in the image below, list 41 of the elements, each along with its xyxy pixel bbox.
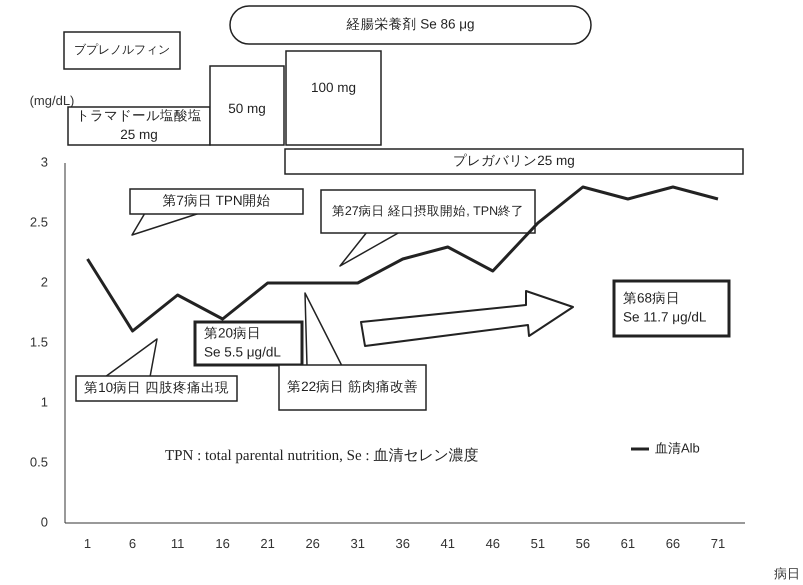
y-tick-label: 3: [40, 154, 48, 170]
x-tick-label: 66: [666, 536, 680, 551]
text-box: プレガバリン25 mg: [284, 148, 744, 175]
x-tick-label: 71: [710, 536, 726, 551]
annotation: 第68病日 Se 11.7 μg/dL: [623, 290, 707, 325]
x-tick-label: 11: [170, 536, 184, 551]
y-tick-label: 1.5: [30, 334, 48, 350]
annotation: 第22病日 筋肉痛改善: [287, 378, 418, 394]
text-box: 経腸栄養剤 Se 86 μg: [229, 5, 592, 45]
annotation: 第7病日 TPN開始: [162, 193, 271, 208]
x-tick-label: 36: [396, 536, 410, 551]
x-tick-label: 41: [440, 536, 456, 551]
text-box: 50 mg: [209, 65, 285, 146]
x-tick-label: 6: [128, 536, 136, 551]
annotation: TPN : total parental nutrition, Se : 血清セレン濃度: [165, 447, 478, 464]
text-box: 100 mg: [285, 50, 382, 146]
text-box: 第20病日 Se 5.5 μg/dL: [194, 320, 304, 366]
x-tick-label: 21: [260, 536, 275, 551]
x-tick-label: 26: [305, 536, 320, 551]
text-box: 第68病日 Se 11.7 μg/dL: [612, 280, 730, 338]
x-tick-label: 61: [620, 536, 636, 551]
speech-bubble: 第22病日 筋肉痛改善: [278, 292, 427, 411]
y-tick-label: 0: [40, 514, 48, 530]
x-tick-label: 1: [84, 536, 92, 551]
x-tick-label: 51: [530, 536, 546, 551]
y-tick-label: 0.5: [30, 454, 48, 470]
annotation: プレガバリン25 mg: [453, 153, 575, 168]
x-axis-title: 病日: [774, 566, 800, 581]
y-tick-label: 2: [40, 274, 48, 290]
text-box: トラマドール塩酸塩 25 mg: [67, 106, 211, 146]
x-tick-label: 56: [576, 536, 590, 551]
y-tick-label: 2.5: [30, 214, 48, 230]
x-tick-label: 46: [486, 536, 500, 551]
y-axis-title: (mg/dL): [30, 93, 74, 108]
annotation: 第27病日 経口摂取開始, TPN終了: [332, 204, 524, 218]
legend-label: 血清Alb: [655, 440, 700, 456]
y-tick-label: 1: [40, 394, 48, 410]
text-box: ブプレノルフィン: [63, 31, 181, 70]
x-tick-label: 16: [215, 536, 230, 551]
annotation: 第10病日 四肢疼痛出現: [84, 380, 229, 396]
x-tick-label: 31: [350, 536, 365, 551]
